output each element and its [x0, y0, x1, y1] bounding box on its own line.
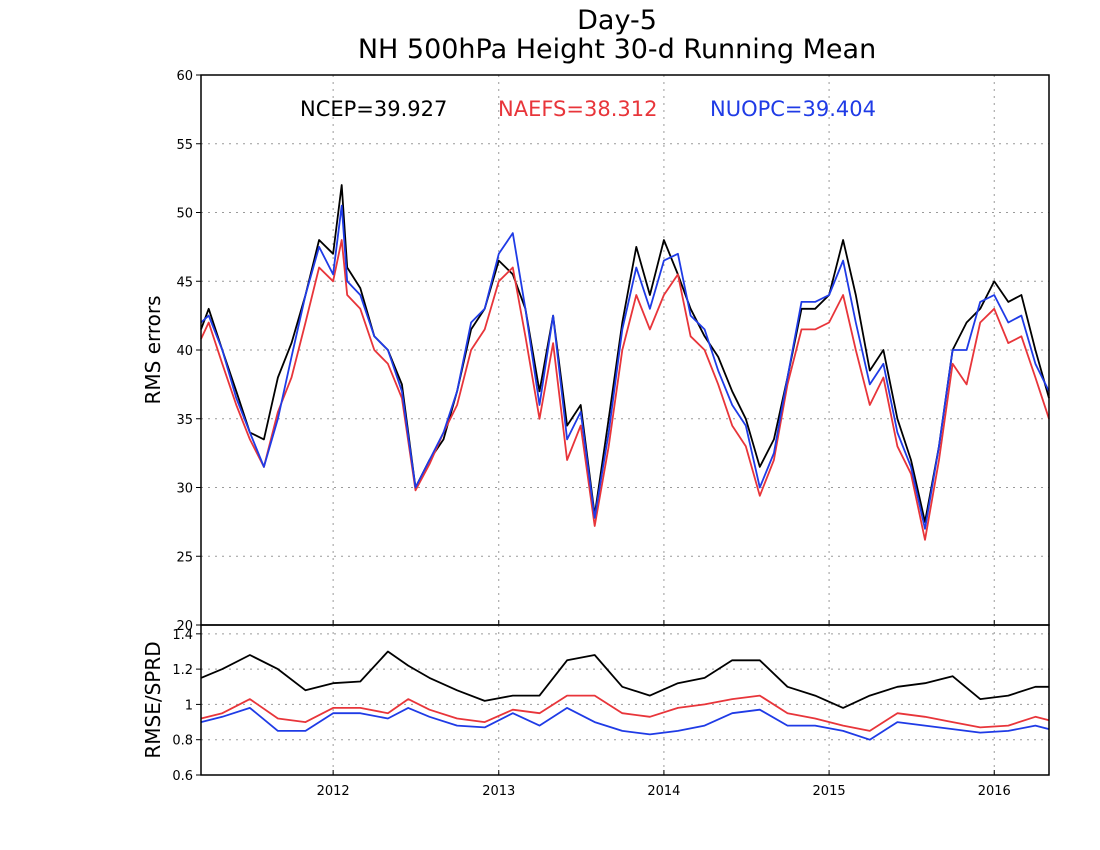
bottom-series-ncep	[200, 650, 1049, 709]
y-axis-label-bottom: RMSE/SPRD	[141, 641, 165, 758]
legend-entry-ncep: NCEP=39.927	[300, 97, 447, 121]
top-ytick-label: 25	[176, 550, 193, 565]
bottom-ytick-label: 1	[185, 698, 193, 713]
legend-entry-nuopc: NUOPC=39.404	[710, 97, 876, 121]
top-ytick-label: 45	[176, 275, 193, 290]
bottom-ytick-label: 0.6	[172, 769, 193, 784]
top-ytick-label: 30	[176, 482, 193, 497]
top-ytick-label: 35	[176, 413, 193, 428]
x-tick-label: 2013	[482, 784, 515, 799]
top-ytick-label: 50	[176, 207, 193, 222]
bottom-frame	[200, 624, 1050, 776]
x-tick-label: 2012	[317, 784, 350, 799]
bottom-ytick-label: 1.4	[172, 628, 193, 643]
bottom-ytick-label: 0.8	[172, 734, 193, 749]
top-ytick-label: 40	[176, 344, 193, 359]
x-tick-label: 2014	[647, 784, 680, 799]
y-axis-label-top: RMS errors	[141, 295, 165, 404]
bottom-series-nuopc	[200, 707, 1050, 741]
top-series-ncep	[200, 184, 1050, 523]
top-ytick-label: 60	[176, 69, 193, 84]
bottom-ytick-label: 1.2	[172, 663, 193, 678]
legend-entry-naefs: NAEFS=38.312	[498, 97, 657, 121]
x-tick-label: 2016	[978, 784, 1011, 799]
top-series-naefs	[200, 239, 1050, 541]
x-tick-label: 2015	[813, 784, 846, 799]
bottom-series-naefs	[200, 694, 1050, 732]
rmse-sprd-panel: 0.6 0.8 1 1.2 1.4 2012 2013 2014 2015 2016	[172, 624, 1050, 799]
chart-title: Day-5	[577, 5, 657, 36]
top-ytick-label: 55	[176, 138, 193, 153]
legend: NCEP=39.927 NAEFS=38.312 NUOPC=39.404	[300, 97, 876, 121]
top-ytick-label: 20	[176, 619, 193, 634]
top-series-nuopc	[200, 204, 1050, 530]
rms-errors-panel: 20 25 30 35 40 45 50 55 60	[176, 69, 1050, 634]
chart-subtitle: NH 500hPa Height 30-d Running Mean	[358, 34, 876, 65]
